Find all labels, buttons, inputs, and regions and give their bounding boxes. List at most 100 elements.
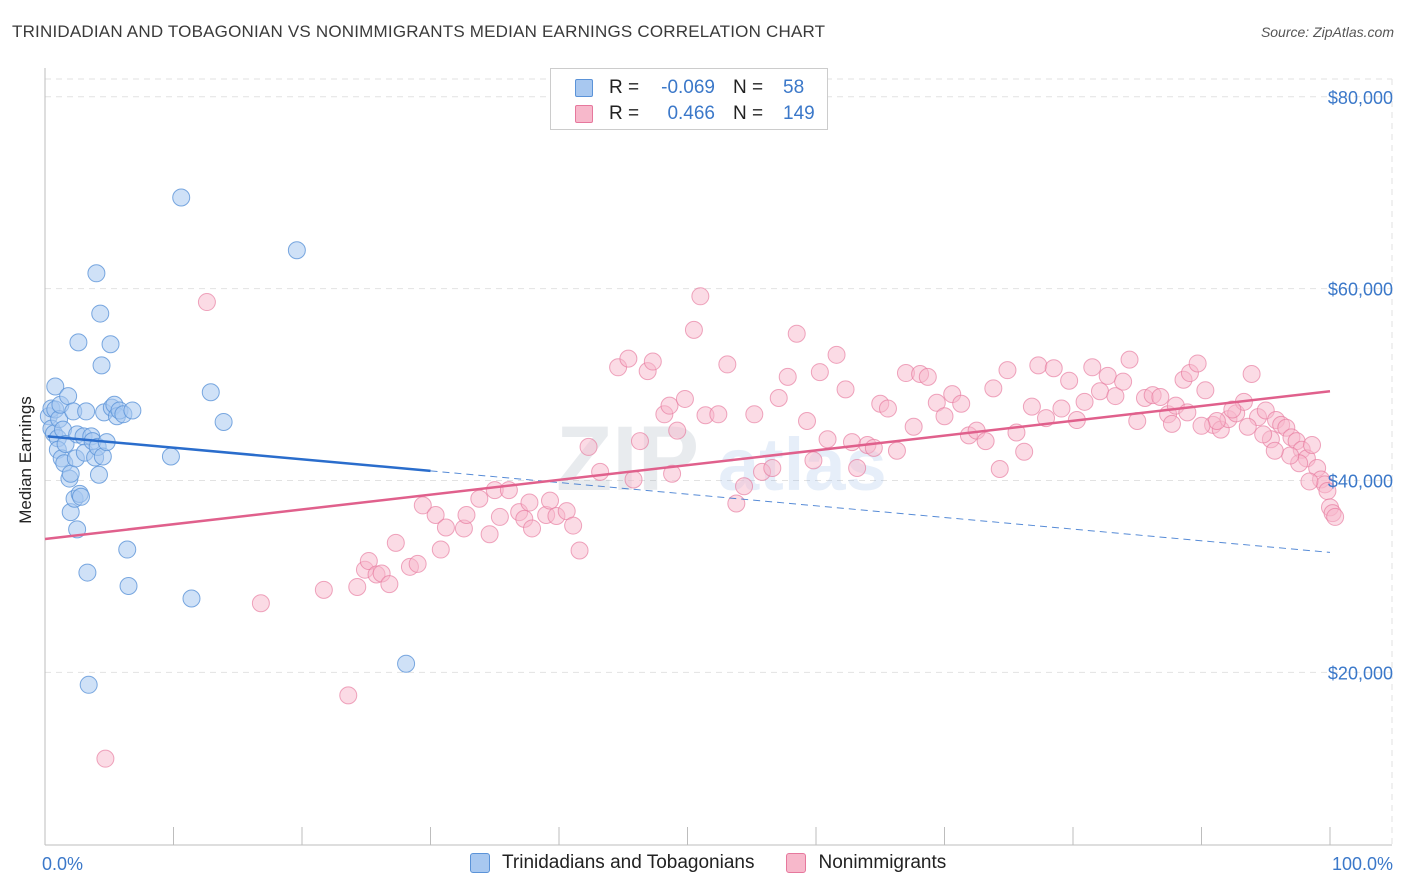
data-point-nonimmigrants [927,393,946,412]
legend-r-label: R = [609,77,640,98]
data-point-nonimmigrants [691,287,710,306]
data-point-nonimmigrants [457,506,476,525]
data-point-trinidadians [214,412,233,431]
data-point-nonimmigrants [436,518,455,537]
axes [44,68,1392,846]
data-point-nonimmigrants [878,399,897,418]
y-tick-label: $40,000 [1328,471,1393,491]
data-point-nonimmigrants [1192,416,1211,435]
data-point-trinidadians [59,387,78,406]
data-point-nonimmigrants [1120,350,1139,369]
data-point-nonimmigrants [1242,365,1261,384]
data-point-nonimmigrants [745,405,764,424]
data-point-nonimmigrants [348,577,367,596]
data-point-nonimmigrants [663,464,682,483]
data-point-nonimmigrants [684,320,703,339]
legend-item-nonimmigrants[interactable]: Nonimmigrants [786,852,946,874]
data-point-nonimmigrants [426,506,445,525]
data-point-nonimmigrants [778,367,797,386]
trend-line-trinidadians [47,435,431,473]
data-point-nonimmigrants [904,417,923,436]
data-point-nonimmigrants [643,352,662,371]
trend-lines [44,390,1331,553]
data-point-nonimmigrants [413,496,432,515]
data-point-nonimmigrants [798,412,817,431]
legend-swatch-blue [575,79,593,97]
legend-row-series2: R = 0.466 N = 149 [575,102,823,126]
data-point-nonimmigrants [990,459,1009,478]
correlation-legend: R = -0.069 N = 58 R = 0.466 N = 149 [550,68,828,130]
data-point-nonimmigrants [1265,441,1284,460]
legend-item-trinidadians[interactable]: Trinidadians and Tobagonians [470,852,754,874]
legend-swatch-pink [575,105,593,123]
data-point-nonimmigrants [1223,400,1242,419]
data-point-trinidadians [182,589,201,608]
x-tick-label: 0.0% [42,854,83,874]
legend-r-label: R = [609,103,640,124]
legend-item-label: Nonimmigrants [818,852,947,873]
data-point-nonimmigrants [887,441,906,460]
data-point-trinidadians [91,304,110,323]
data-point-nonimmigrants [1044,359,1063,378]
data-point-nonimmigrants [810,363,829,382]
data-point-nonimmigrants [96,749,115,768]
data-point-nonimmigrants [727,494,746,513]
data-point-trinidadians [92,356,111,375]
data-point-nonimmigrants [1022,397,1041,416]
data-point-nonimmigrants [564,516,583,535]
legend-r-value: 0.466 [667,103,715,124]
y-axis-label: Median Earnings [16,396,35,524]
data-point-nonimmigrants [1254,425,1273,444]
data-point-nonimmigrants [1098,366,1117,385]
data-point-trinidadians [397,654,416,673]
legend-row-series1: R = -0.069 N = 58 [575,76,823,100]
trend-line-trinidadians-extension [430,470,1331,553]
data-point-nonimmigrants [380,575,399,594]
data-point-nonimmigrants [314,580,333,599]
data-point-trinidadians [118,540,137,559]
data-point-nonimmigrants [769,388,788,407]
data-point-nonimmigrants [668,421,687,440]
data-point-trinidadians [172,188,191,207]
data-point-nonimmigrants [408,554,427,573]
data-point-nonimmigrants [818,430,837,449]
data-point-nonimmigrants [918,367,937,386]
chart-title: TRINIDADIAN AND TOBAGONIAN VS NONIMMIGRA… [12,22,826,41]
data-point-trinidadians [69,333,88,352]
data-point-nonimmigrants [1326,507,1345,526]
data-point-nonimmigrants [339,686,358,705]
data-point-nonimmigrants [1106,387,1125,406]
y-tick-label: $80,000 [1328,88,1393,108]
legend-n-label: N = [733,103,764,124]
gridlines [45,78,1393,845]
data-point-nonimmigrants [386,533,405,552]
series-legend: Trinidadians and Tobagonians Nonimmigran… [470,852,978,874]
data-point-nonimmigrants [1281,446,1300,465]
data-point-nonimmigrants [1090,382,1109,401]
legend-swatch-pink [786,853,807,873]
data-point-nonimmigrants [718,355,737,374]
data-point-nonimmigrants [630,432,649,451]
legend-item-label: Trinidadians and Tobagonians [502,852,755,873]
data-point-trinidadians [161,447,180,466]
data-point-nonimmigrants [431,540,450,559]
data-point-nonimmigrants [935,407,954,426]
data-point-trinidadians [201,383,220,402]
data-point-nonimmigrants [1060,371,1079,390]
data-point-nonimmigrants [976,432,995,451]
data-point-nonimmigrants [952,394,971,413]
data-point-nonimmigrants [735,477,754,496]
data-point-trinidadians [56,435,75,454]
data-point-nonimmigrants [591,462,610,481]
watermark: ZIP atlas [556,408,887,510]
data-point-nonimmigrants [520,493,539,512]
data-point-trinidadians [46,377,65,396]
data-point-nonimmigrants [1207,412,1226,431]
data-point-trinidadians [101,335,120,354]
data-point-trinidadians [79,675,98,694]
data-point-trinidadians [77,402,96,421]
data-point-nonimmigrants [848,459,867,478]
data-point-nonimmigrants [197,293,216,312]
legend-n-value: 58 [783,77,805,98]
